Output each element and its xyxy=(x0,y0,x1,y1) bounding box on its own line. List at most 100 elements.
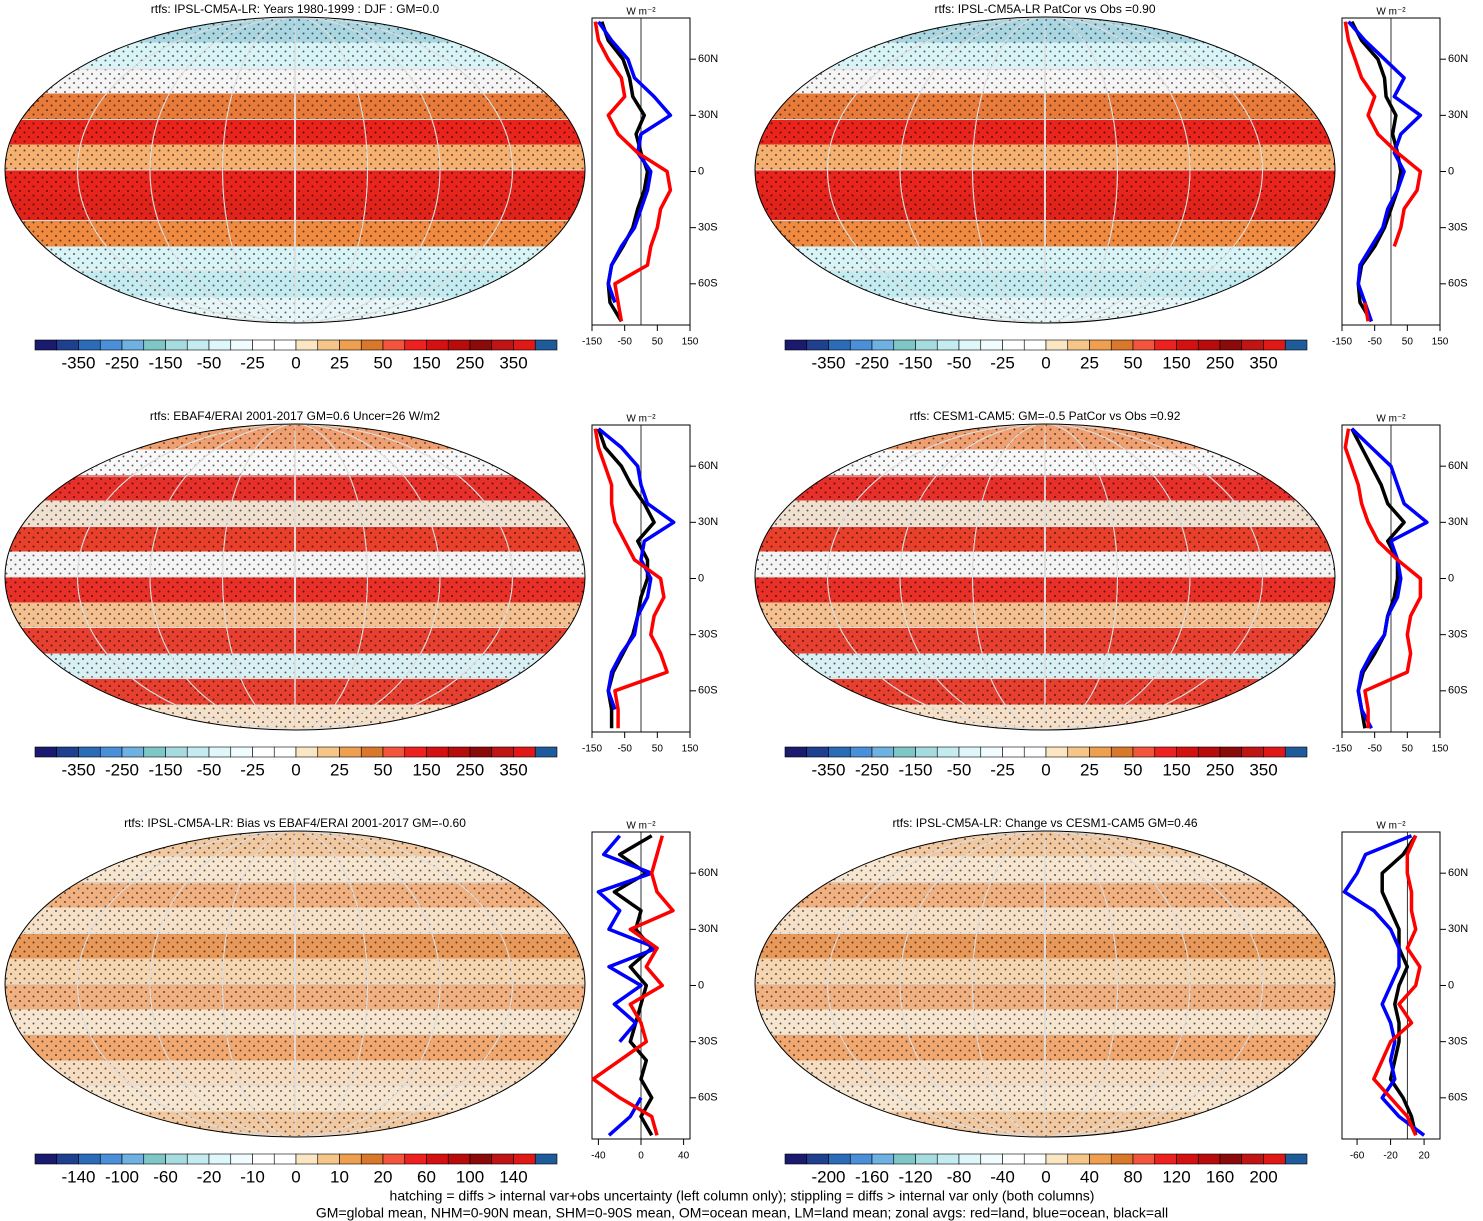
colorbar-box xyxy=(252,746,275,758)
colorbar-box xyxy=(1110,1153,1134,1165)
y-tick-label: 60N xyxy=(698,53,718,65)
colorbar-box xyxy=(1132,1153,1156,1165)
colorbar-box xyxy=(1284,746,1308,758)
x-tick-label: -150 xyxy=(1332,744,1352,755)
colorbar-box xyxy=(447,746,471,758)
colorbar-label: 350 xyxy=(499,760,527,779)
y-tick-label: 30S xyxy=(1448,1036,1468,1048)
zonal-line xyxy=(597,427,676,711)
colorbar-box xyxy=(828,1153,851,1165)
colorbar-label: 120 xyxy=(1162,1167,1190,1186)
zonal-line xyxy=(597,20,673,304)
zonal-line xyxy=(596,834,659,1137)
colorbar-label: -25 xyxy=(240,760,265,779)
colorbar-box xyxy=(121,746,145,758)
colorbar-box xyxy=(208,746,232,758)
x-tick-label: -20 xyxy=(1383,1151,1398,1162)
colorbar-box xyxy=(1045,746,1069,758)
x-tick-label: 50 xyxy=(652,744,664,755)
y-tick-label: 0 xyxy=(1448,572,1454,584)
colorbar-box xyxy=(230,1153,253,1165)
colorbar-box xyxy=(317,1153,340,1165)
colorbar-box xyxy=(404,1153,427,1165)
y-tick-label: 60S xyxy=(1448,685,1468,697)
colorbar-label: 0 xyxy=(291,353,300,372)
colorbar-box xyxy=(186,339,210,351)
y-tick-label: 0 xyxy=(698,572,704,584)
colorbar-label: 350 xyxy=(499,353,527,372)
colorbar-box xyxy=(426,339,449,351)
y-tick-label: 30S xyxy=(1448,222,1468,234)
colorbar-box xyxy=(1219,1153,1243,1165)
y-tick-label: 30N xyxy=(698,109,718,121)
colorbar-box xyxy=(143,746,166,758)
colorbar-label: -50 xyxy=(947,353,972,372)
colorbar-label: -25 xyxy=(990,760,1015,779)
colorbar-label: -250 xyxy=(105,760,139,779)
y-tick-label: 30N xyxy=(698,516,718,528)
colorbar-box xyxy=(165,746,188,758)
map xyxy=(755,424,1335,730)
colorbar-label: -50 xyxy=(197,760,222,779)
colorbar-box xyxy=(849,339,873,351)
colorbar-label: -40 xyxy=(990,1167,1015,1186)
map-border xyxy=(4,830,586,1138)
colorbar-box xyxy=(1154,746,1177,758)
colorbar-box xyxy=(1110,746,1134,758)
x-tick-label: 150 xyxy=(682,337,699,348)
colorbar-box xyxy=(339,339,362,351)
colorbar-box xyxy=(469,339,493,351)
colorbar-box xyxy=(1002,339,1025,351)
y-tick-label: 60N xyxy=(698,867,718,879)
colorbar-label: -350 xyxy=(61,353,95,372)
colorbar-box xyxy=(1089,746,1112,758)
colorbar-box xyxy=(1132,746,1156,758)
colorbar-box xyxy=(1023,746,1047,758)
x-tick-label: -40 xyxy=(591,1151,606,1162)
colorbar-label: 350 xyxy=(1249,353,1277,372)
colorbar-box xyxy=(491,339,514,351)
colorbar-label: 350 xyxy=(1249,760,1277,779)
colorbar-box xyxy=(915,1153,938,1165)
panel-title: rtfs: IPSL-CM5A-LR: Bias vs EBAF4/ERAI 2… xyxy=(124,816,466,830)
unit-label: W m⁻² xyxy=(1376,7,1406,18)
colorbar-box xyxy=(1263,1153,1286,1165)
colorbar-box xyxy=(426,746,449,758)
colorbar-box xyxy=(1284,339,1308,351)
colorbar-label: 25 xyxy=(1080,353,1099,372)
y-tick-label: 60N xyxy=(1448,867,1468,879)
y-tick-label: 30N xyxy=(1448,109,1468,121)
colorbar-label: -250 xyxy=(855,760,889,779)
colorbar-label: -80 xyxy=(947,1167,972,1186)
colorbar-label: 20 xyxy=(374,1167,393,1186)
colorbar-box xyxy=(426,1153,449,1165)
colorbar-box xyxy=(806,1153,829,1165)
colorbar-box xyxy=(1110,339,1134,351)
colorbar-box xyxy=(34,746,58,758)
colorbar-box xyxy=(143,1153,166,1165)
colorbar-box xyxy=(252,339,275,351)
x-tick-label: -150 xyxy=(582,744,602,755)
map-border xyxy=(4,423,586,731)
colorbar-box xyxy=(382,1153,406,1165)
colorbar-box xyxy=(936,339,960,351)
colorbar-box xyxy=(273,339,297,351)
panel-title: rtfs: IPSL-CM5A-LR: Years 1980-1999 : DJ… xyxy=(151,2,440,16)
colorbar-box xyxy=(295,746,319,758)
colorbar-box xyxy=(1089,339,1112,351)
unit-label: W m⁻² xyxy=(626,414,656,425)
colorbar-box xyxy=(360,1153,384,1165)
colorbar-label: -150 xyxy=(898,760,932,779)
colorbar-box xyxy=(382,339,406,351)
colorbar-label: -120 xyxy=(898,1167,932,1186)
colorbar-box xyxy=(1197,339,1221,351)
colorbar-box xyxy=(295,339,319,351)
colorbar-box xyxy=(534,1153,558,1165)
colorbar-label: 10 xyxy=(330,1167,349,1186)
colorbar-label: -50 xyxy=(197,353,222,372)
zonal-line xyxy=(1372,834,1422,1137)
colorbar-label: 60 xyxy=(417,1167,436,1186)
y-tick-label: 30N xyxy=(698,923,718,935)
y-tick-label: 60S xyxy=(698,278,718,290)
colorbar-box xyxy=(1067,1153,1090,1165)
